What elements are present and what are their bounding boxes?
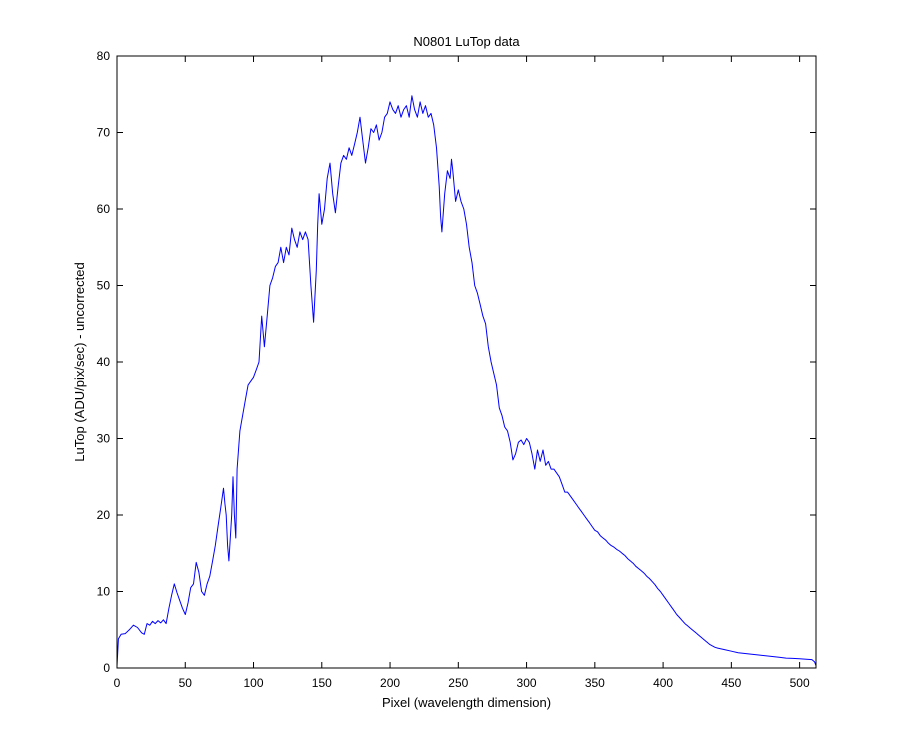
ticks-layer: 0 50 100 150 200 250 300 350 400 450 500 0 10 20 30 40 5…: [97, 49, 816, 690]
x-tick-label: 0: [114, 676, 121, 690]
x-tick-label: 500: [790, 676, 810, 690]
x-tick-label: 450: [721, 676, 741, 690]
x-axis-label: Pixel (wavelength dimension): [382, 695, 551, 710]
x-tick-label: 100: [244, 676, 264, 690]
x-tick-label: 200: [380, 676, 400, 690]
y-axis-label: LuTop (ADU/pix/sec) - uncorrected: [72, 262, 87, 461]
y-tick-label: 80: [97, 49, 111, 63]
chart-title: N0801 LuTop data: [413, 34, 520, 49]
axes-box: [116, 55, 817, 669]
x-tick-label: 150: [312, 676, 332, 690]
x-tick-label: 250: [448, 676, 468, 690]
y-tick-label: 60: [97, 202, 111, 216]
y-tick-label: 30: [97, 432, 111, 446]
x-tick-label: 350: [585, 676, 605, 690]
y-tick-label: 20: [97, 508, 111, 522]
y-tick-label: 40: [97, 355, 111, 369]
x-tick-label: 50: [179, 676, 193, 690]
x-tick-label: 300: [517, 676, 537, 690]
y-tick-label: 70: [97, 126, 111, 140]
y-tick-label: 0: [103, 661, 110, 675]
x-tick-label: 400: [653, 676, 673, 690]
series-line-0: [116, 95, 817, 667]
series-layer: [116, 95, 817, 667]
y-tick-label: 10: [97, 585, 111, 599]
y-tick-label: 50: [97, 279, 111, 293]
